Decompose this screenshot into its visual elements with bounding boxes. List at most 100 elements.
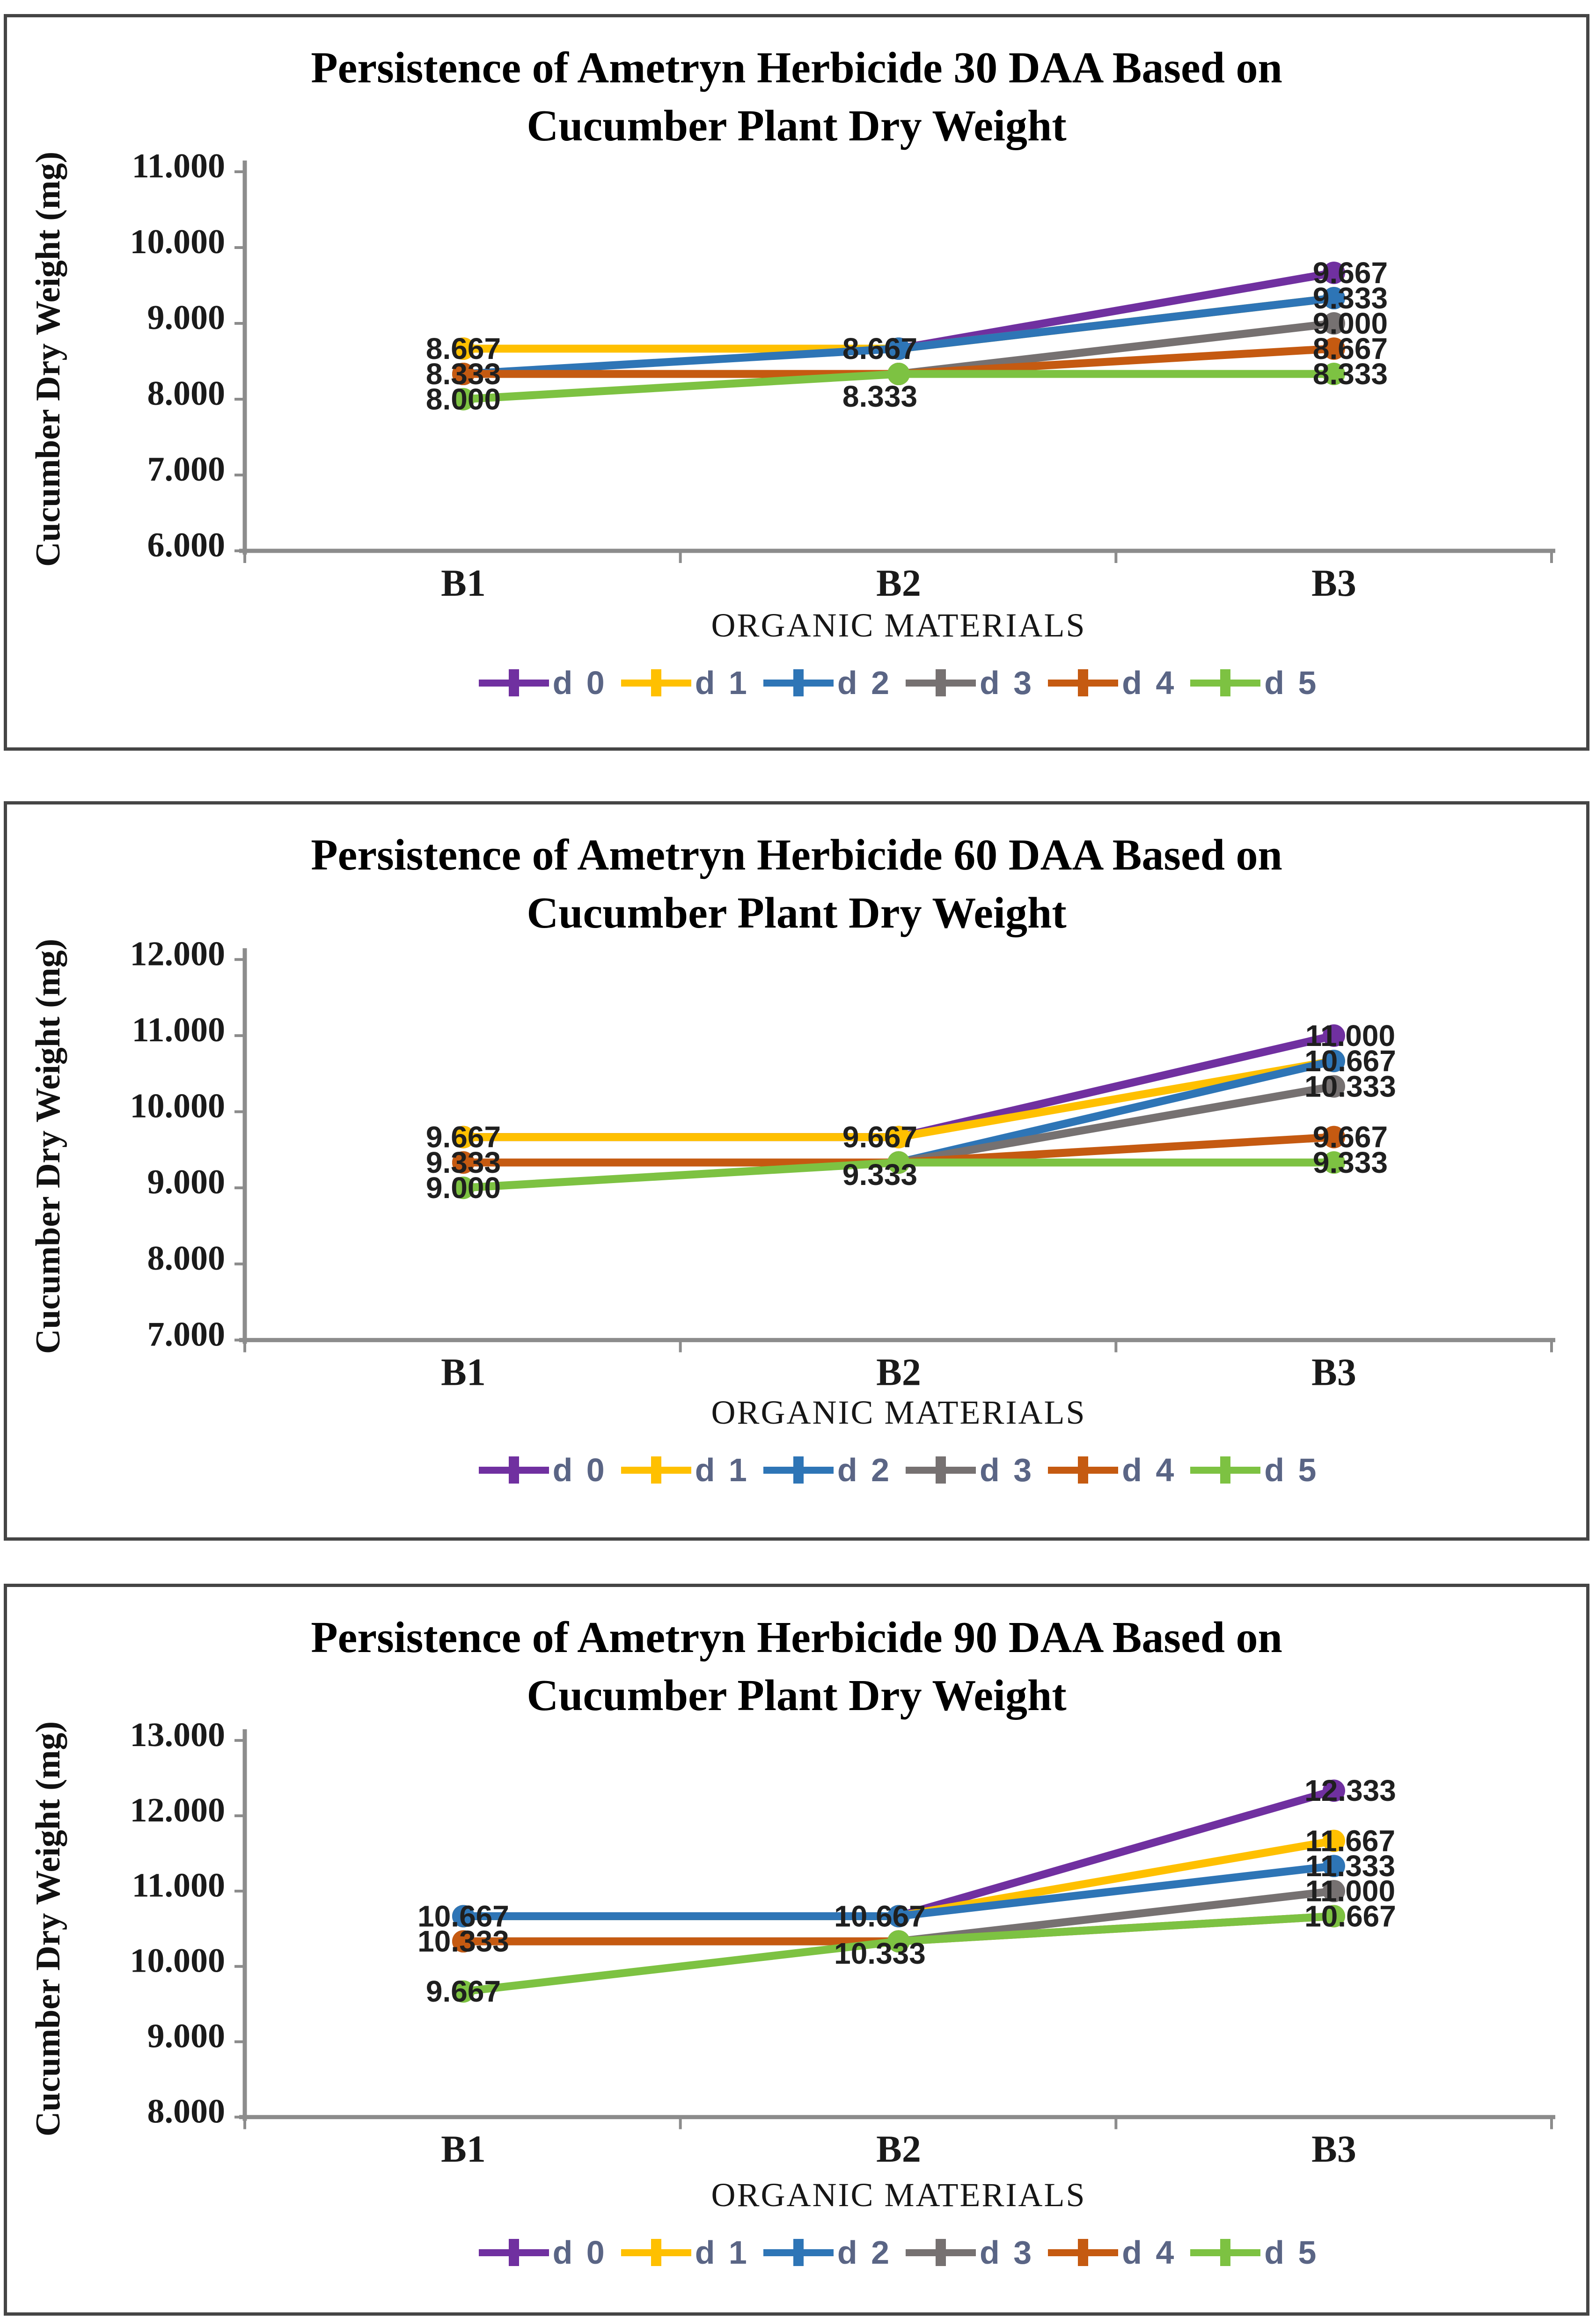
svg-text:10.333: 10.333 (417, 1924, 509, 1958)
svg-text:6.000: 6.000 (147, 526, 226, 564)
chart-title-line1: Persistence of Ametryn Herbicide 60 DAA … (311, 831, 1282, 879)
y-axis-ticks: 6.000 7.000 8.000 9.000 10.000 11.000 (130, 147, 245, 564)
data-labels: 10.66710.3339.66710.66710.33312.33311.66… (417, 1774, 1396, 2008)
svg-text:9.333: 9.333 (1313, 1146, 1388, 1179)
legend-item-d1: d 1 (621, 664, 749, 702)
legend-marker-d5-icon (1190, 2239, 1261, 2266)
chart-title: Persistence of Ametryn Herbicide 60 DAA … (7, 826, 1586, 942)
legend-marker-d2-icon (763, 1456, 834, 1484)
legend-item-d1: d 1 (621, 2234, 749, 2271)
x-axis-ticks: B1 B2 B3 (243, 2117, 1553, 2170)
y-axis-ticks: 7.000 8.000 9.000 10.000 11.000 12.000 (130, 935, 245, 1353)
svg-text:11.000: 11.000 (132, 1011, 225, 1049)
data-labels: 8.6678.3338.0008.6678.3339.6679.3339.000… (426, 256, 1388, 416)
legend-item-d3: d 3 (906, 664, 1034, 702)
svg-text:9.667: 9.667 (426, 1120, 501, 1154)
legend-label: d 4 (1122, 2234, 1177, 2271)
svg-text:9.333: 9.333 (1313, 281, 1388, 315)
svg-text:9.333: 9.333 (842, 1158, 917, 1192)
svg-text:7.000: 7.000 (147, 450, 226, 489)
legend-item-d0: d 0 (478, 1451, 607, 1489)
svg-text:B3: B3 (1311, 1351, 1356, 1394)
series-d5 (452, 1151, 1345, 1199)
svg-text:8.333: 8.333 (426, 357, 501, 391)
svg-text:8.667: 8.667 (1313, 332, 1388, 366)
legend-marker-d0-icon (478, 1456, 549, 1484)
svg-text:12.000: 12.000 (130, 1791, 225, 1829)
svg-text:B1: B1 (441, 2128, 486, 2170)
x-axis-title: ORGANIC MATERIALS (711, 2176, 1086, 2214)
svg-text:9.000: 9.000 (1313, 307, 1388, 340)
legend-item-d3: d 3 (906, 2234, 1034, 2271)
svg-text:10.667: 10.667 (1304, 1044, 1396, 1078)
svg-text:10.000: 10.000 (130, 1087, 225, 1125)
legend-marker-d2-icon (763, 2239, 834, 2266)
chart-30daa: Persistence of Ametryn Herbicide 30 DAA … (4, 14, 1589, 751)
axes (239, 1729, 1555, 2121)
y-axis-ticks: 8.000 9.000 10.000 11.000 12.000 13.000 (130, 1715, 245, 2130)
legend-label: d 2 (837, 2234, 892, 2271)
legend-label: d 0 (552, 665, 607, 701)
svg-text:9.667: 9.667 (842, 1120, 917, 1154)
y-axis-title: Cucumber Dry Weight (mg) (29, 151, 68, 567)
legend-label: d 5 (1264, 1452, 1319, 1488)
legend-marker-d2-icon (763, 669, 834, 696)
legend-marker-d1-icon (621, 2239, 691, 2266)
legend-label: d 3 (980, 665, 1034, 701)
x-axis-title: ORGANIC MATERIALS (711, 1394, 1086, 1431)
legend-marker-d4-icon (1048, 669, 1119, 696)
y-axis-title: Cucumber Dry Weight (mg) (29, 1721, 68, 2136)
chart-title-line2: Cucumber Plant Dry Weight (527, 889, 1067, 938)
legend-label: d 3 (980, 2234, 1034, 2271)
legend-marker-d5-icon (1190, 1456, 1261, 1484)
svg-text:B1: B1 (441, 1351, 486, 1394)
svg-text:9.000: 9.000 (147, 2017, 225, 2055)
svg-text:B3: B3 (1311, 562, 1356, 604)
legend-label: d 4 (1122, 665, 1177, 701)
chart-title-line2: Cucumber Plant Dry Weight (527, 1671, 1067, 1720)
x-axis-title: ORGANIC MATERIALS (711, 607, 1086, 644)
svg-text:8.333: 8.333 (842, 380, 917, 413)
svg-text:9.000: 9.000 (147, 1163, 225, 1201)
legend-item-d2: d 2 (763, 1451, 892, 1489)
series-d2 (452, 1855, 1345, 1928)
series-d5 (452, 1905, 1345, 2003)
svg-text:10.000: 10.000 (130, 223, 226, 261)
legend-label: d 5 (1264, 2234, 1319, 2271)
legend-label: d 5 (1264, 665, 1319, 701)
data-labels: 9.6679.3339.0009.6679.33311.00010.66710.… (426, 1019, 1396, 1205)
legend-label: d 3 (980, 1452, 1034, 1488)
svg-text:B2: B2 (876, 2128, 921, 2170)
legend-item-d2: d 2 (763, 2234, 892, 2271)
legend-label: d 0 (552, 2234, 607, 2271)
chart-title: Persistence of Ametryn Herbicide 30 DAA … (7, 39, 1586, 155)
svg-text:9.667: 9.667 (1313, 1120, 1388, 1154)
svg-text:11.000: 11.000 (132, 147, 225, 185)
axes (239, 161, 1555, 555)
series-d5 (452, 363, 1345, 410)
svg-text:10.000: 10.000 (130, 1941, 225, 1980)
legend-marker-d4-icon (1048, 1456, 1119, 1484)
svg-text:10.667: 10.667 (834, 1899, 926, 1933)
legend-label: d 4 (1122, 1452, 1177, 1488)
chart-title-line2: Cucumber Plant Dry Weight (527, 102, 1067, 151)
legend-item-d5: d 5 (1190, 2234, 1318, 2271)
svg-text:9.000: 9.000 (426, 1171, 501, 1205)
svg-text:13.000: 13.000 (130, 1715, 225, 1754)
legend-label: d 2 (837, 665, 892, 701)
legend-item-d0: d 0 (478, 2234, 607, 2271)
axes (239, 948, 1555, 1344)
plot-area: 7.000 8.000 9.000 10.000 11.000 12.000 B1 B2 B3 9… (130, 935, 1555, 1394)
legend-item-d0: d 0 (478, 664, 607, 702)
svg-text:8.333: 8.333 (1313, 357, 1388, 391)
legend-item-d4: d 4 (1048, 1451, 1176, 1489)
svg-text:9.000: 9.000 (147, 299, 226, 337)
svg-text:8.667: 8.667 (426, 332, 501, 366)
svg-text:8.667: 8.667 (842, 332, 917, 366)
legend-marker-d3-icon (906, 1456, 976, 1484)
x-axis-ticks: B1 B2 B3 (243, 551, 1553, 604)
svg-text:8.000: 8.000 (147, 1239, 225, 1278)
x-axis-ticks: B1 B2 B3 (243, 1340, 1553, 1394)
legend-item-d3: d 3 (906, 1451, 1034, 1489)
